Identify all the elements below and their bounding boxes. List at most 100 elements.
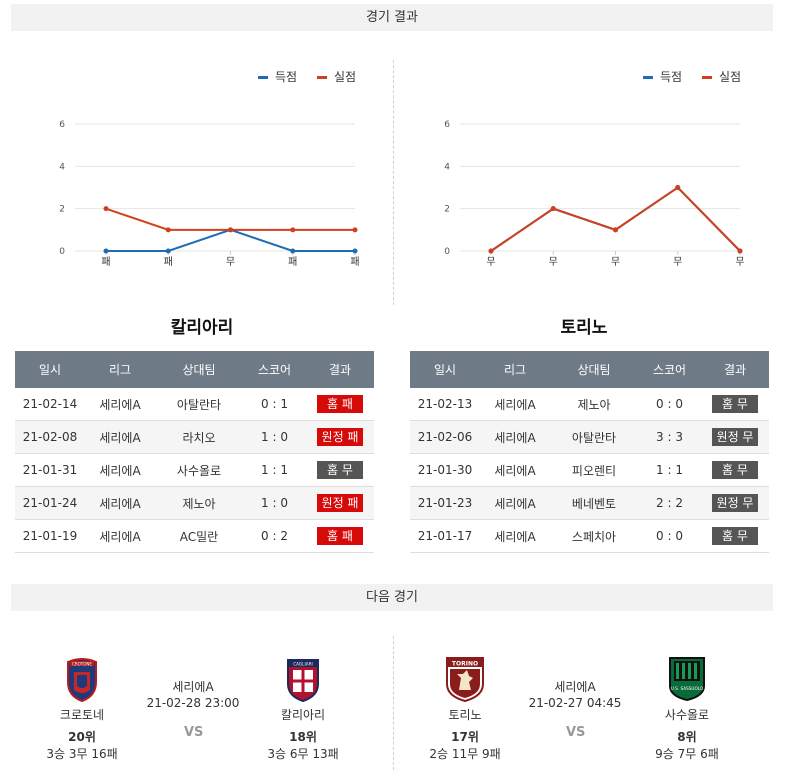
- data-point: [352, 227, 358, 233]
- team-record: 3승 6무 13패: [267, 747, 339, 761]
- data-point: [165, 248, 171, 254]
- legend-swatch: [258, 76, 268, 79]
- team-name: 크로토네: [59, 708, 105, 722]
- legend-label: 실점: [719, 70, 741, 84]
- opponent-name: 사수올로: [155, 453, 243, 487]
- legend-swatch: [643, 76, 653, 79]
- team-torino[interactable]: TORINO 토리노 17위 2승 11무 9패: [415, 656, 515, 762]
- result-badge: 홈 무: [712, 395, 758, 413]
- team-crotone[interactable]: CROTONE 크로토네 20위 3승 3무 16패: [32, 656, 132, 762]
- opponent-name: 제노아: [550, 388, 638, 421]
- match-date: 21-01-23: [410, 486, 480, 520]
- y-tick-label: 2: [444, 205, 450, 215]
- x-tick-label: 패: [164, 256, 173, 268]
- result-cell: 홈 무: [701, 453, 769, 487]
- col-header-date: 일시: [15, 351, 85, 388]
- result-cell: 원정 패: [306, 420, 374, 454]
- svg-text:CROTONE: CROTONE: [72, 662, 92, 667]
- opponent-name: 베네벤토: [550, 486, 638, 520]
- table-row: 21-01-17 세리에A 스페치아 0 : 0 홈 무: [410, 519, 769, 553]
- legend-label: 실점: [334, 70, 356, 84]
- team-record: 9승 7무 6패: [655, 747, 719, 761]
- team-rank: 20위: [68, 730, 96, 744]
- cagliari-goals-chart: 득점 실점 0 2 4 6 패 패 무 패 패: [59, 70, 359, 268]
- match-league: 세리에A: [172, 680, 214, 694]
- result-badge: 홈 무: [712, 527, 758, 545]
- match-score: 3 : 3: [638, 420, 701, 454]
- result-badge: 원정 무: [711, 494, 759, 512]
- team-name: 토리노: [448, 708, 482, 722]
- result-cell: 홈 패: [306, 388, 374, 421]
- x-tick-label: 패: [350, 256, 359, 268]
- match-score: 0 : 0: [638, 388, 701, 421]
- match-date: 21-01-19: [15, 519, 85, 553]
- data-point: [675, 185, 681, 190]
- result-badge: 홈 패: [317, 527, 363, 545]
- col-header-opponent: 상대팀: [155, 351, 243, 388]
- match-info: 세리에A 21-02-28 23:00: [138, 679, 248, 711]
- series-line-scored: [490, 186, 741, 252]
- result-cell: 홈 무: [701, 388, 769, 421]
- results-section-title: 경기 결과: [11, 4, 773, 31]
- match-score: 1 : 0: [243, 420, 306, 454]
- team-rank: 17위: [451, 730, 479, 744]
- team-sassuolo[interactable]: U.S. SASSUOLO 사수올로 8위 9승 7무 6패: [637, 656, 737, 762]
- y-tick-label: 6: [59, 120, 65, 130]
- match-date: 21-01-17: [410, 519, 480, 553]
- result-badge: 원정 패: [316, 428, 364, 446]
- cagliari-logo-icon: CAGLIARI: [286, 656, 320, 703]
- opponent-name: 피오렌티: [550, 453, 638, 487]
- result-badge: 원정 무: [711, 428, 759, 446]
- y-tick-label: 6: [444, 120, 450, 130]
- svg-text:CAGLIARI: CAGLIARI: [293, 662, 313, 667]
- result-cell: 홈 무: [306, 453, 374, 487]
- result-badge: 원정 패: [316, 494, 364, 512]
- data-point: [228, 227, 233, 233]
- col-header-score: 스코어: [638, 351, 701, 388]
- match-date: 21-02-06: [410, 420, 480, 454]
- match-date: 21-01-24: [15, 486, 85, 520]
- opponent-name: 스페치아: [550, 519, 638, 553]
- team-record: 2승 11무 9패: [429, 747, 501, 761]
- match-score: 0 : 1: [243, 388, 306, 421]
- next-match-section-title: 다음 경기: [11, 584, 773, 611]
- match-date: 21-02-08: [15, 420, 85, 454]
- team-cagliari[interactable]: CAGLIARI 칼리아리 18위 3승 6무 13패: [253, 656, 353, 762]
- team-rank: 8위: [677, 730, 697, 744]
- data-point: [613, 227, 618, 233]
- next-match-divider: [393, 636, 394, 770]
- data-point: [488, 248, 494, 254]
- result-cell: 원정 무: [701, 486, 769, 520]
- team-name: 칼리아리: [280, 708, 326, 722]
- match-league: 세리에A: [480, 388, 550, 421]
- col-header-league: 리그: [85, 351, 155, 388]
- vs-label: VS: [566, 725, 586, 740]
- team-rank: 18위: [289, 730, 317, 744]
- y-tick-label: 0: [59, 247, 65, 257]
- data-point: [165, 227, 171, 233]
- table-row: 21-02-08 세리에A 라치오 1 : 0 원정 패: [15, 420, 374, 454]
- col-header-opponent: 상대팀: [550, 351, 638, 388]
- table-row: 21-02-13 세리에A 제노아 0 : 0 홈 무: [410, 388, 769, 421]
- legend-label: 득점: [660, 70, 682, 84]
- match-date: 21-01-30: [410, 453, 480, 487]
- sassuolo-logo-icon: U.S. SASSUOLO: [669, 656, 705, 702]
- match-score: 1 : 0: [243, 486, 306, 520]
- match-league: 세리에A: [480, 453, 550, 487]
- chart-divider: [393, 60, 394, 305]
- svg-text:U.S. SASSUOLO: U.S. SASSUOLO: [671, 686, 704, 691]
- opponent-name: 라치오: [155, 420, 243, 454]
- series-line-scored: [106, 228, 355, 252]
- legend-label: 득점: [275, 70, 297, 84]
- data-point: [290, 248, 296, 254]
- vs-label: VS: [184, 725, 204, 740]
- match-score: 1 : 1: [638, 453, 701, 487]
- y-tick-label: 2: [59, 205, 65, 215]
- data-point: [737, 248, 743, 254]
- data-point: [550, 206, 556, 212]
- opponent-name: 제노아: [155, 486, 243, 520]
- match-datetime: 21-02-27 04:45: [528, 696, 622, 710]
- match-date: 21-01-31: [15, 453, 85, 487]
- data-point: [352, 248, 358, 254]
